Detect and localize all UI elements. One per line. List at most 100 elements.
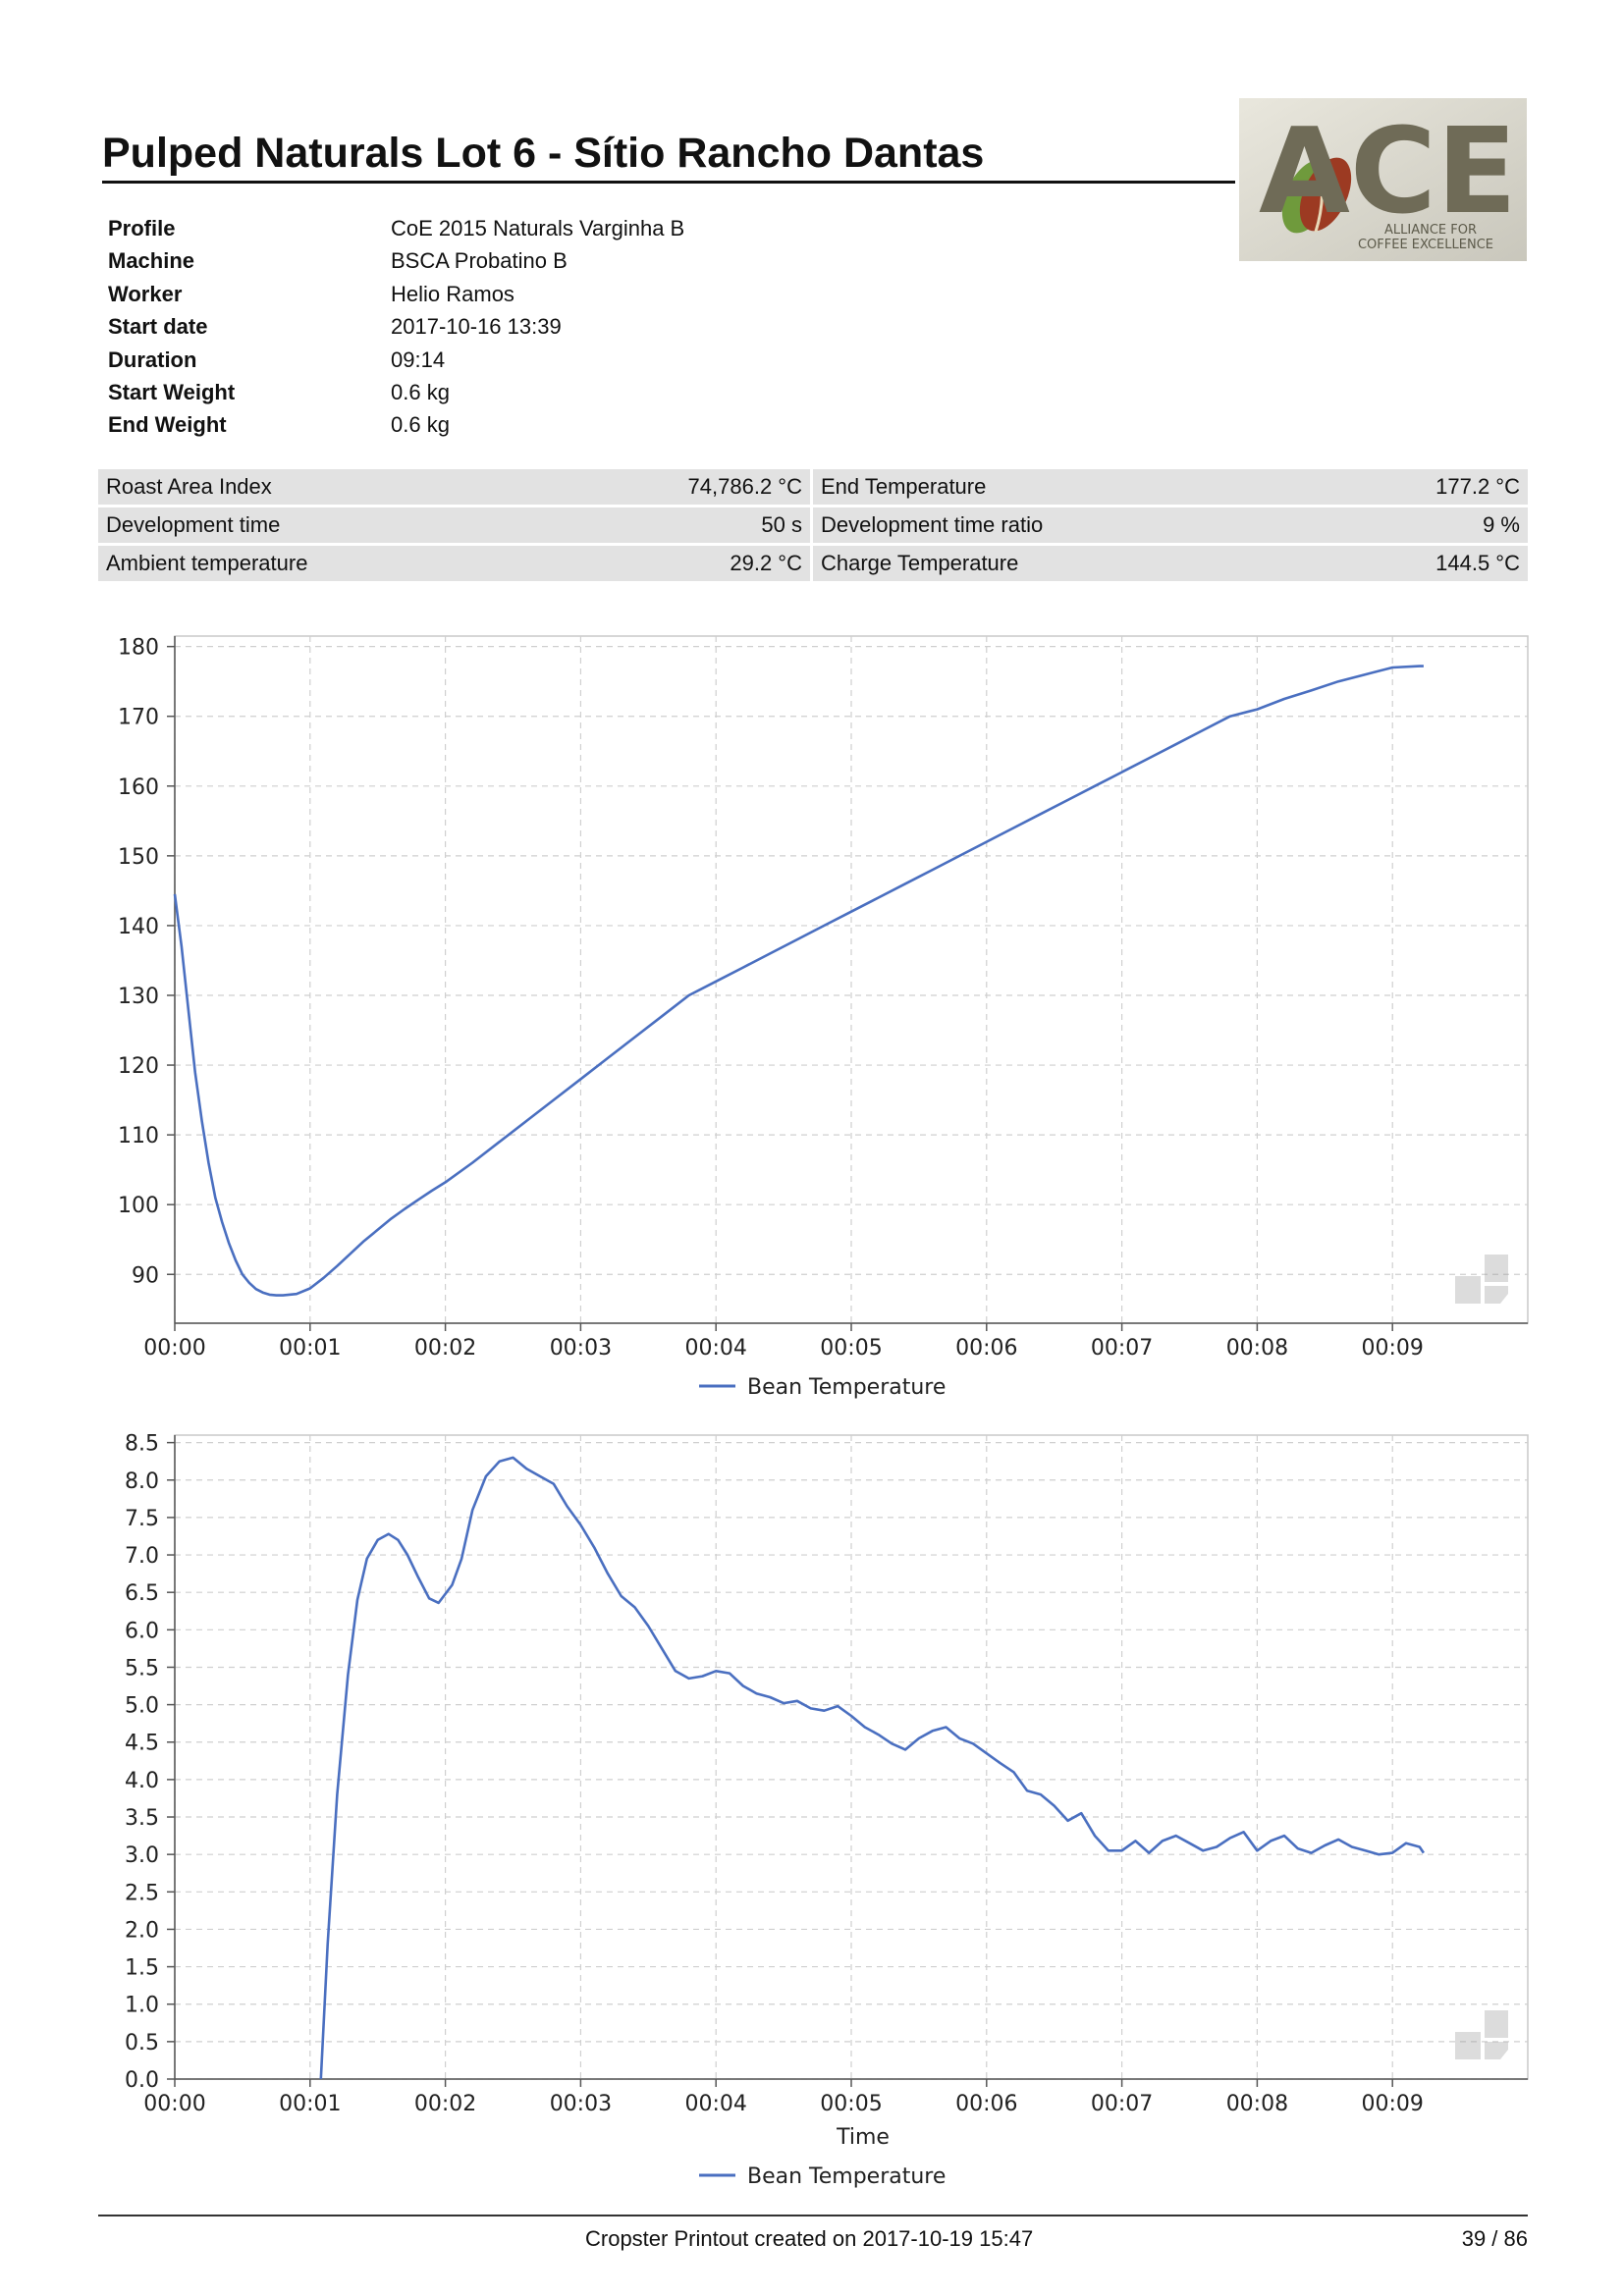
stat-label: End Temperature	[812, 469, 1300, 507]
roasted-bean-icon	[1299, 157, 1352, 232]
y-tick-label: 3.0	[125, 1843, 159, 1868]
meta-key: Start date	[108, 314, 208, 340]
y-tick-label: 5.5	[125, 1656, 159, 1681]
x-tick-label: 00:06	[955, 1336, 1017, 1361]
y-tick-label: 6.0	[125, 1619, 159, 1643]
x-axis-label: Time	[836, 2125, 890, 2150]
stat-label: Development time	[98, 507, 585, 546]
stat-label: Development time ratio	[812, 507, 1300, 546]
meta-value: 0.6 kg	[391, 379, 450, 404]
logo-subtitle-2: COFFEE EXCELLENCE	[1358, 238, 1493, 252]
meta-row-start-date: Start date 2017-10-16 13:39	[108, 310, 882, 343]
y-tick-label: 7.5	[125, 1507, 159, 1531]
x-tick-label: 00:02	[414, 1336, 476, 1361]
x-tick-label: 00:05	[820, 2092, 882, 2116]
y-tick-label: 160	[118, 775, 159, 800]
y-tick-label: 7.0	[125, 1544, 159, 1569]
x-tick-label: 00:08	[1226, 1336, 1288, 1361]
meta-row-start-weight: Start Weight 0.6 kg	[108, 376, 882, 408]
y-tick-label: 8.5	[125, 1432, 159, 1457]
y-tick-label: 2.5	[125, 1881, 159, 1905]
meta-row-worker: Worker Helio Ramos	[108, 278, 882, 310]
x-tick-label: 00:03	[550, 2092, 612, 2116]
y-tick-label: 4.0	[125, 1769, 159, 1793]
stat-value: 177.2 °C	[1299, 469, 1528, 507]
meta-key: Duration	[108, 347, 197, 372]
stat-label: Ambient temperature	[98, 546, 585, 584]
meta-key: Profile	[108, 216, 176, 240]
x-tick-label: 00:06	[955, 2092, 1017, 2116]
y-tick-label: 0.5	[125, 2031, 159, 2056]
footer-text: Cropster Printout created on 2017-10-19 …	[585, 2226, 1034, 2251]
y-tick-label: 0.0	[125, 2068, 159, 2093]
y-tick-label: 1.5	[125, 1956, 159, 1981]
y-tick-label: 2.0	[125, 1918, 159, 1943]
stats-row: Development time 50 s Development time r…	[98, 507, 1528, 546]
stat-value: 144.5 °C	[1299, 546, 1528, 584]
stat-value: 29.2 °C	[584, 546, 813, 584]
meta-value: 0.6 kg	[391, 412, 450, 438]
meta-key: Worker	[108, 281, 183, 306]
meta-value: 09:14	[391, 347, 446, 372]
meta-key: Start Weight	[108, 379, 236, 404]
y-tick-label: 180	[118, 636, 159, 661]
stat-value: 74,786.2 °C	[584, 469, 813, 507]
logo-subtitle-1: ALLIANCE FOR	[1384, 223, 1477, 238]
meta-row-machine: Machine BSCA Probatino B	[108, 244, 882, 277]
y-tick-label: 5.0	[125, 1694, 159, 1719]
meta-key: Machine	[108, 248, 195, 274]
y-tick-label: 1.0	[125, 1994, 159, 2018]
y-tick-label: 4.5	[125, 1732, 159, 1756]
bean-temperature-chart: 90 100 110 120 130 140 150 160 170 180 00:00 00:01 0…	[118, 635, 1529, 1400]
y-tick-label: 3.5	[125, 1806, 159, 1831]
x-tick-label: 00:00	[143, 1336, 205, 1361]
title-divider	[102, 181, 1235, 184]
y-tick-label: 8.0	[125, 1469, 159, 1494]
x-tick-label: 00:09	[1361, 2092, 1423, 2116]
meta-key: End Weight	[108, 412, 227, 438]
series-line-bean-temperature	[319, 1456, 1425, 2080]
stat-label: Roast Area Index	[98, 469, 585, 507]
stat-value: 9 %	[1299, 507, 1528, 546]
meta-value: BSCA Probatino B	[391, 248, 568, 274]
stats-row: Ambient temperature 29.2 °C Charge Tempe…	[98, 546, 1528, 584]
x-tick-label: 00:08	[1226, 2092, 1288, 2116]
logo-text: ACE	[1259, 104, 1517, 240]
roast-meta: Profile CoE 2015 Naturals Varginha B Mac…	[108, 212, 882, 442]
y-tick-label: 120	[118, 1054, 159, 1079]
x-tick-label: 00:03	[550, 1336, 612, 1361]
stats-row: Roast Area Index 74,786.2 °C End Tempera…	[98, 469, 1528, 507]
x-tick-label: 00:09	[1361, 1336, 1423, 1361]
meta-row-duration: Duration 09:14	[108, 344, 882, 376]
y-tick-label: 150	[118, 845, 159, 870]
series-line-bean-temperature	[173, 665, 1424, 1297]
meta-value: CoE 2015 Naturals Varginha B	[391, 216, 685, 240]
x-tick-label: 00:07	[1091, 2092, 1153, 2116]
plot-area	[174, 1434, 1529, 2080]
page-number: 39 / 86	[1461, 2226, 1528, 2251]
cropster-watermark-icon	[1455, 2010, 1508, 2059]
x-tick-label: 00:05	[820, 1336, 882, 1361]
x-tick-label: 00:04	[684, 1336, 746, 1361]
stats-table: Roast Area Index 74,786.2 °C End Tempera…	[98, 469, 1528, 584]
x-tick-label: 00:07	[1091, 1336, 1153, 1361]
meta-value: 2017-10-16 13:39	[391, 314, 562, 340]
cropster-watermark-icon	[1455, 1255, 1508, 1304]
y-tick-label: 90	[132, 1263, 159, 1288]
x-tick-label: 00:00	[143, 2092, 205, 2116]
ace-logo: ACE ALLIANCE FOR COFFEE EXCELLENCE	[1239, 98, 1527, 261]
x-tick-label: 00:01	[279, 1336, 341, 1361]
legend-label: Bean Temperature	[747, 2164, 946, 2189]
y-tick-label: 6.5	[125, 1581, 159, 1606]
stat-value: 50 s	[584, 507, 813, 546]
page-title: Pulped Naturals Lot 6 - Sítio Rancho Dan…	[102, 130, 985, 177]
x-tick-label: 00:01	[279, 2092, 341, 2116]
stat-label: Charge Temperature	[812, 546, 1300, 584]
y-tick-label: 130	[118, 985, 159, 1009]
meta-row-end-weight: End Weight 0.6 kg	[108, 408, 882, 441]
y-tick-label: 110	[118, 1124, 159, 1148]
rate-of-rise-chart: 0.0 0.5 1.0 1.5 2.0 2.5 3.0 3.5 4.0 4.5 5.0 5.5 6.0 6…	[125, 1432, 1529, 2189]
y-tick-label: 170	[118, 706, 159, 730]
meta-row-profile: Profile CoE 2015 Naturals Varginha B	[108, 212, 882, 244]
y-tick-label: 140	[118, 915, 159, 939]
